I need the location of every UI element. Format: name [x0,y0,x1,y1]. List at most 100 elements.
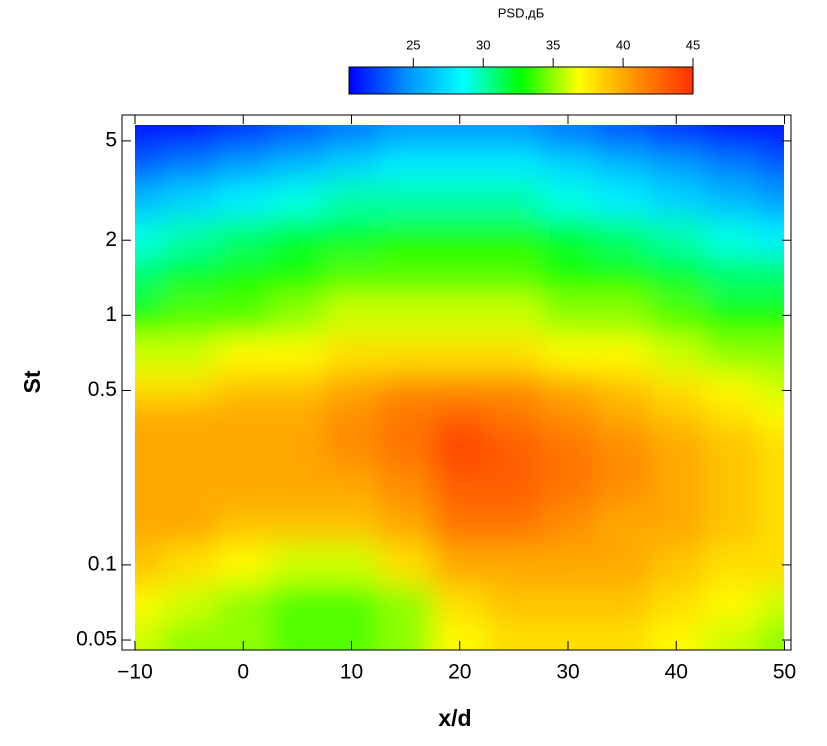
heat-cell [757,621,784,650]
heat-cell [486,293,542,336]
heat-cell [216,293,271,336]
heat-cell [135,293,163,336]
heat-cell [378,621,434,650]
heat-cell [324,293,380,336]
heat-cell [757,255,784,294]
colorbar-tick-label: 25 [406,37,420,52]
heatmap-cells [135,125,784,650]
heat-cell [135,505,163,544]
heat-cell [324,372,380,404]
heat-cell [486,180,542,219]
heat-cell [595,147,650,182]
heat-cell [649,402,704,431]
heat-cell [757,334,784,373]
heat-cell [135,125,163,149]
x-tick-label: 20 [448,661,471,684]
heat-cell [378,180,434,219]
heat-cell [216,505,271,544]
y-axis-title: St [19,370,45,393]
x-tick-label: −10 [117,661,153,684]
colorbar-tick-label: 40 [616,37,630,52]
heat-cell [486,125,542,149]
heat-cell [432,180,488,219]
heat-cell [703,402,758,431]
heat-cell [649,255,704,294]
heat-cell [135,467,163,506]
heat-cell [595,542,650,585]
heat-cell [540,125,596,149]
heat-cell [135,584,163,623]
heat-cell [486,372,542,404]
heat-cell [162,293,217,336]
heat-cell [378,430,434,469]
heat-cell [378,293,434,336]
heat-cell [270,402,325,431]
heat-cell [595,255,650,294]
heat-cell [757,542,784,585]
heat-cell [540,147,596,182]
heat-cell [432,584,488,623]
heat-cell [216,180,271,219]
heat-cell [378,334,434,373]
heat-cell [270,147,325,182]
heat-cell [324,402,380,431]
heat-cell [432,402,488,431]
heat-cell [135,218,163,257]
heat-cell [162,218,217,257]
heat-cell [432,218,488,257]
heat-cell [649,218,704,257]
heat-cell [486,584,542,623]
heat-cell [649,293,704,336]
heat-cell [540,505,596,544]
heat-cell [486,218,542,257]
heat-cell [649,584,704,623]
heat-cell [216,147,271,182]
heat-cell [486,430,542,469]
heat-cell [649,372,704,404]
heat-cell [135,621,163,650]
heat-cell [703,467,758,506]
heat-cell [216,334,271,373]
heat-cell [162,621,217,650]
heat-cell [757,430,784,469]
heat-cell [432,542,488,585]
heat-cell [216,542,271,585]
heat-cell [162,402,217,431]
heat-cell [649,334,704,373]
heat-cell [432,372,488,404]
heat-cell [595,584,650,623]
heat-cell [324,542,380,585]
heat-cell [135,542,163,585]
heat-cell [324,218,380,257]
heat-cell [595,467,650,506]
heat-cell [540,293,596,336]
heat-cell [540,218,596,257]
colorbar [348,66,694,95]
heat-cell [378,505,434,544]
heat-cell [486,621,542,650]
heat-cell [162,180,217,219]
heat-cell [757,180,784,219]
heat-cell [270,372,325,404]
heat-cell [540,402,596,431]
heat-cell [432,255,488,294]
heat-cell [757,467,784,506]
heat-cell [703,125,758,149]
heat-cell [757,584,784,623]
heat-cell [162,542,217,585]
heat-cell [540,430,596,469]
heat-cell [649,505,704,544]
heat-cell [703,621,758,650]
heat-cell [324,255,380,294]
heat-cell [432,467,488,506]
heat-cell [216,584,271,623]
heat-cell [378,542,434,585]
x-tick-label: 0 [237,661,249,684]
heat-cell [432,147,488,182]
colorbar-tick-label: 30 [476,37,490,52]
heat-cell [595,334,650,373]
heat-cell [216,218,271,257]
heat-cell [270,125,325,149]
y-tick-label: 0.05 [76,628,117,651]
heat-cell [270,542,325,585]
